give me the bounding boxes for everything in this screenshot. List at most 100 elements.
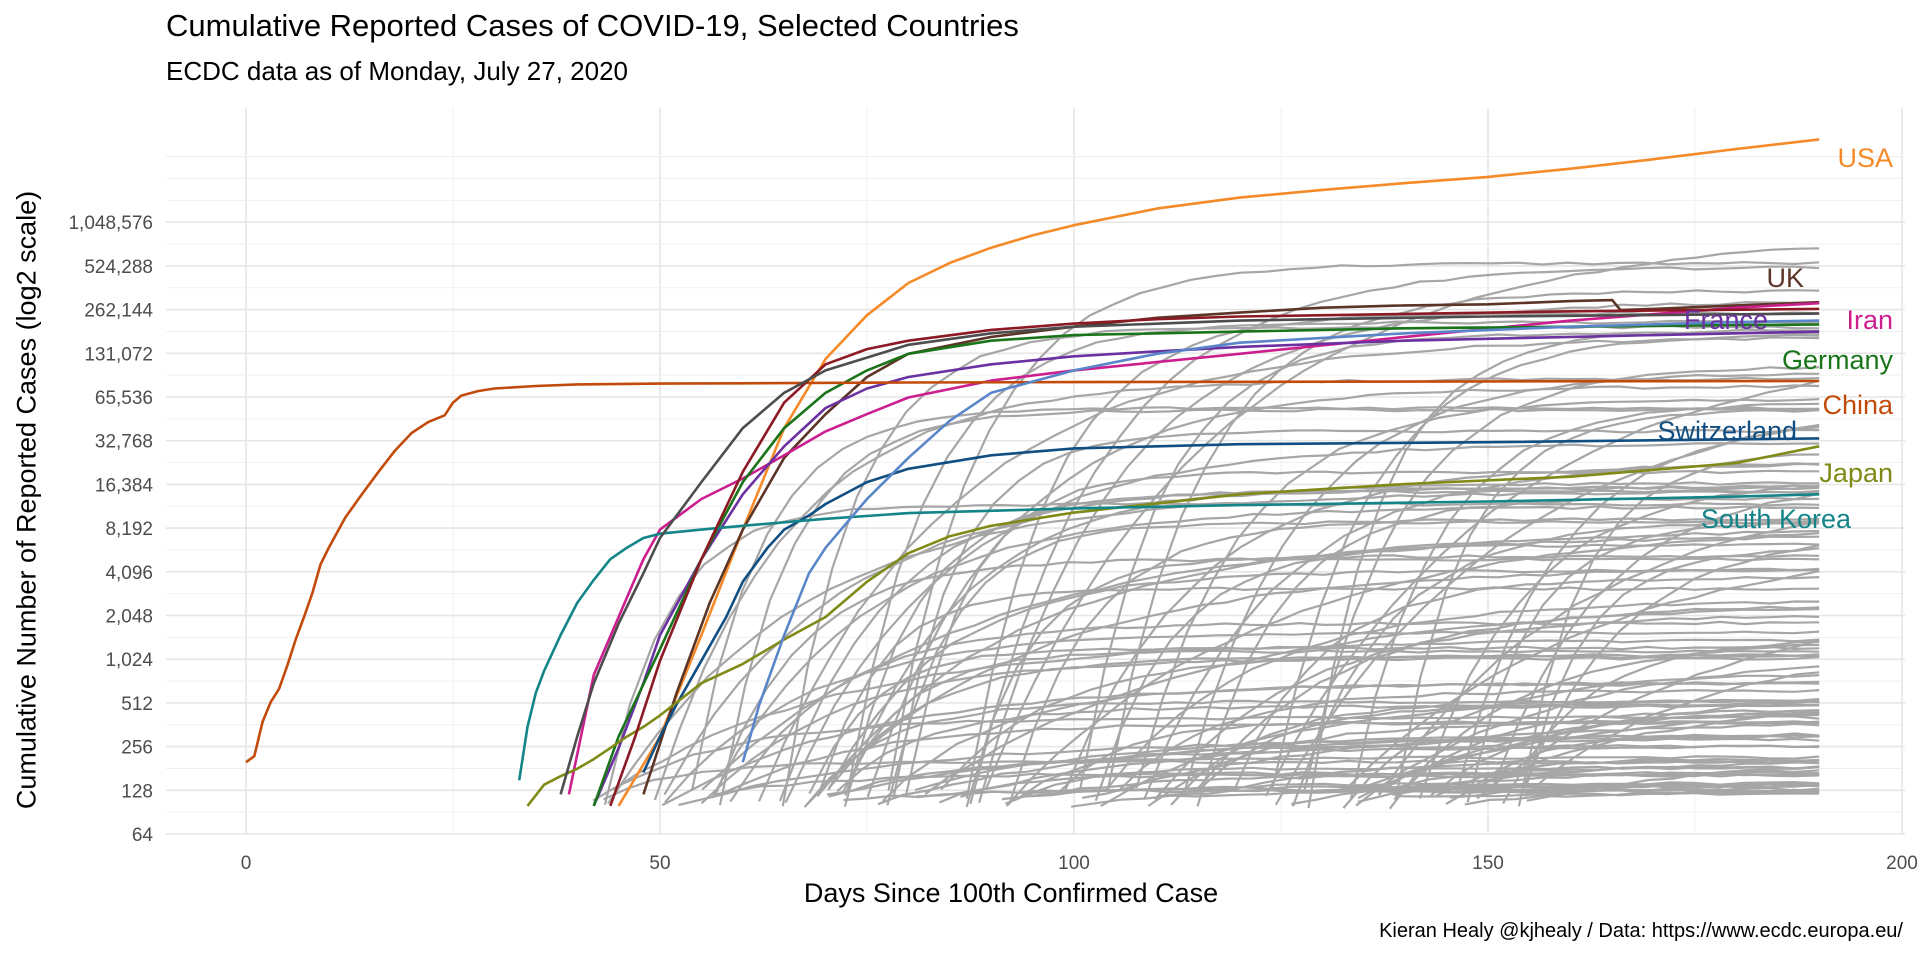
background-country-line: [826, 744, 1820, 796]
background-country-line: [1418, 484, 1820, 799]
background-country-line: [612, 638, 1820, 791]
background-country-line: [1193, 605, 1820, 793]
series-label-usa: USA: [1837, 143, 1893, 173]
background-country-line: [846, 319, 1820, 791]
y-tick-label: 65,536: [95, 388, 153, 409]
background-country-line: [700, 655, 1820, 805]
background-country-line: [603, 759, 1820, 801]
background-country-line: [718, 407, 1820, 806]
background-country-line: [729, 620, 1820, 803]
y-tick-label: 4,096: [105, 563, 153, 584]
background-country-line: [866, 384, 1820, 798]
x-tick-label: 50: [649, 853, 670, 874]
y-tick-label: 524,288: [84, 257, 153, 278]
series-line-iran: [567, 301, 1820, 795]
background-country-line: [836, 704, 1820, 793]
background-country-line: [711, 505, 1820, 799]
series-label-uk: UK: [1766, 263, 1804, 293]
background-country-line: [1502, 640, 1820, 804]
background-country-line: [1526, 765, 1820, 802]
y-axis-ticks: 64 128 256 512 1,024 2,048 4,096 8,192 16,384 32,…: [68, 213, 153, 846]
background-country-line: [818, 586, 1820, 791]
y-tick-label: 1,024: [105, 650, 153, 671]
y-tick-label: 262,144: [84, 301, 153, 322]
series-label-germany: Germany: [1782, 345, 1894, 375]
background-country-line: [678, 737, 1820, 807]
background-country-line: [887, 261, 1820, 791]
background-country-line: [1270, 333, 1820, 792]
chart-subtitle: ECDC data as of Monday, July 27, 2020: [166, 56, 628, 86]
background-country-line: [1104, 600, 1820, 792]
background-country-line: [1519, 544, 1820, 795]
series-label-switzerland: Switzerland: [1657, 416, 1797, 446]
background-country-line: [718, 720, 1820, 797]
y-tick-label: 16,384: [95, 475, 154, 496]
series-label-south-korea: South Korea: [1701, 504, 1852, 534]
background-country-line: [1303, 366, 1820, 790]
background-country-line: [886, 520, 1820, 806]
background-country-line: [1466, 521, 1820, 803]
series-line-spain: [609, 307, 1820, 807]
background-country-line: [1345, 570, 1820, 790]
series-line-japan: [526, 445, 1820, 807]
background-country-line: [1135, 398, 1820, 789]
background-country-line: [924, 607, 1820, 796]
x-axis-label: Days Since 100th Confirmed Case: [803, 878, 1219, 908]
series-label-china: China: [1822, 390, 1894, 420]
x-axis-ticks: 0 50 100 150 200: [241, 853, 1918, 874]
x-tick-label: 150: [1472, 853, 1504, 874]
background-country-line: [965, 554, 1820, 808]
y-tick-label: 8,192: [105, 519, 153, 540]
y-axis-label: Cumulative Number of Reported Cases (log…: [11, 190, 42, 810]
background-country-line: [892, 428, 1820, 798]
background-country-line: [1490, 492, 1820, 793]
background-country-line: [1349, 402, 1820, 800]
y-tick-label: 131,072: [84, 344, 153, 365]
chart-caption: Kieran Healy @kjhealy / Data: https://ww…: [1379, 920, 1903, 942]
y-tick-label: 64: [132, 825, 154, 846]
background-country-line: [1476, 639, 1820, 800]
background-country-line: [1455, 426, 1820, 792]
y-tick-label: 128: [121, 781, 153, 802]
background-country-line: [690, 405, 1820, 791]
background-country-line: [1030, 773, 1820, 797]
x-tick-label: 100: [1058, 853, 1090, 874]
series-line-switzerland: [642, 437, 1820, 773]
background-country-line: [1232, 575, 1820, 792]
y-tick-label: 32,768: [95, 432, 153, 453]
background-country-line: [1184, 372, 1820, 790]
series-label-france: France: [1684, 305, 1768, 335]
y-tick-label: 512: [121, 694, 153, 715]
background-country-line: [1430, 712, 1820, 797]
background-country-line: [1005, 532, 1820, 807]
background-country-line: [1464, 790, 1820, 806]
background-country-line: [784, 442, 1820, 804]
y-tick-label: 1,048,576: [68, 213, 153, 234]
y-tick-label: 256: [121, 738, 153, 759]
background-country-line: [1392, 783, 1820, 796]
background-country-line: [904, 469, 1820, 796]
series-labels: USA UK Iran France Germany China Switzerland Ja…: [1657, 143, 1894, 534]
background-country-line: [1094, 542, 1820, 802]
background-country-line: [803, 699, 1820, 808]
background-country-line: [828, 755, 1820, 798]
background-country-line: [661, 680, 1820, 807]
series-line-uk: [642, 298, 1820, 795]
highlighted-series-lines: [245, 138, 1820, 807]
series-line-china: [245, 379, 1820, 764]
chart-title: Cumulative Reported Cases of COVID-19, S…: [166, 8, 1019, 43]
x-tick-label: 0: [241, 853, 252, 874]
series-line-highlighted-light-blue-: [741, 319, 1820, 763]
background-country-line: [1001, 780, 1820, 801]
series-line-usa: [617, 138, 1820, 807]
background-country-line: [828, 654, 1820, 789]
background-country-line: [1291, 519, 1820, 807]
background-country-line: [701, 529, 1820, 791]
series-line-germany: [592, 323, 1820, 807]
series-line-south-korea: [517, 493, 1820, 781]
background-country-line: [985, 247, 1820, 789]
background-country-line: [663, 484, 1820, 796]
background-country-line: [757, 336, 1820, 802]
series-label-iran: Iran: [1846, 305, 1893, 335]
